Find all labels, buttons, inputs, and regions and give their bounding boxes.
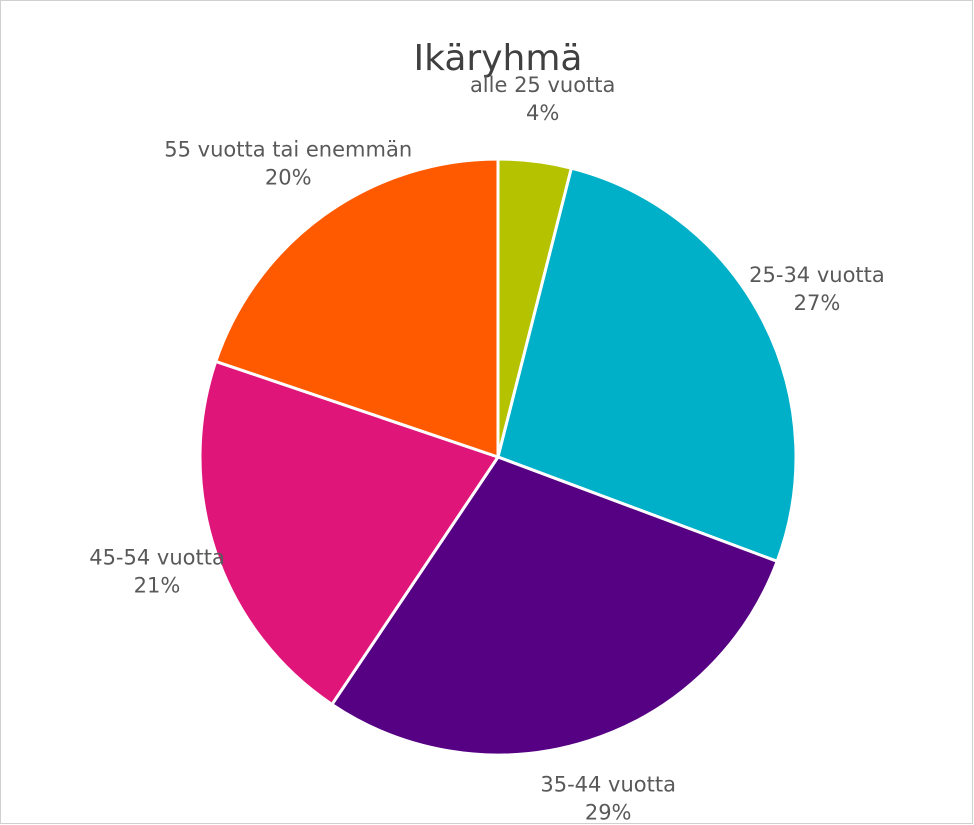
pie-slice <box>496 166 798 564</box>
slice-label: 45-54 vuotta <box>89 545 225 569</box>
slice-value-label: 29% <box>585 801 632 825</box>
pie-slice <box>329 455 780 757</box>
slice-label: 25-34 vuotta <box>749 263 885 287</box>
slice-value-label: 27% <box>794 291 841 315</box>
chart-title: Ikäryhmä <box>414 38 583 79</box>
pie-slice <box>213 157 500 460</box>
slice-value-label: 21% <box>134 573 181 597</box>
slice-label: alle 25 vuotta <box>470 73 615 97</box>
slice-label: 55 vuotta tai enemmän <box>164 137 412 161</box>
slice-value-label: 4% <box>526 101 559 125</box>
pie-slice <box>198 359 501 707</box>
slice-label: 35-44 vuotta <box>540 773 676 797</box>
slice-value-label: 20% <box>265 165 312 189</box>
